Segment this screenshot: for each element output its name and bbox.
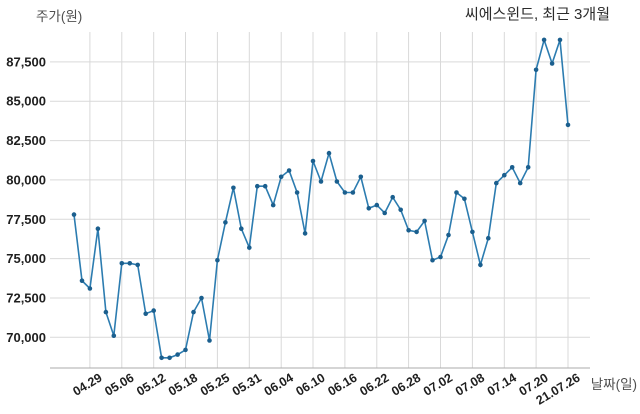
data-point [533, 67, 539, 73]
x-tick-label: 07.02 [421, 371, 455, 399]
x-tick-label: 07.14 [485, 371, 519, 399]
data-point [111, 333, 117, 339]
data-point [191, 309, 196, 315]
data-point [87, 286, 93, 291]
x-tick-label: 06.16 [325, 371, 359, 399]
y-tick-labels: 70,000 72,500 75,000 77,500 80,000 82,500 85,0… [6, 54, 46, 344]
y-tick-label: 75,000 [6, 251, 46, 266]
data-point [398, 207, 404, 213]
data-point [143, 311, 148, 317]
data-point [366, 206, 372, 211]
data-point [422, 218, 427, 224]
data-point [167, 355, 172, 361]
x-tick-label: 05.31 [230, 371, 264, 399]
data-point [557, 37, 563, 43]
data-point [382, 210, 388, 216]
data-point [565, 122, 571, 128]
y-tick-label: 80,000 [6, 172, 46, 187]
x-tick-label: 06.04 [262, 371, 296, 399]
y-tick-label: 87,500 [6, 54, 46, 69]
data-point [390, 194, 396, 200]
data-point [549, 61, 555, 66]
data-point [71, 212, 77, 217]
data-point [350, 190, 356, 195]
data-points [71, 37, 571, 361]
x-tick-label: 06.22 [357, 371, 391, 399]
price-line [73, 37, 569, 359]
x-axis-title: 날짜(일) [591, 377, 637, 392]
data-point [103, 309, 109, 315]
data-point [334, 179, 340, 184]
data-point [525, 165, 531, 170]
data-point [438, 254, 443, 260]
data-point [183, 347, 188, 353]
data-point [310, 158, 316, 164]
data-point [151, 308, 156, 313]
data-point [302, 231, 308, 236]
data-point [270, 202, 276, 208]
y-axis-title: 주가(원) [36, 9, 82, 24]
data-point [231, 185, 236, 191]
y-tick-label: 85,000 [6, 94, 46, 109]
data-point [286, 168, 292, 173]
data-point [278, 174, 284, 180]
chart-title: 씨에스윈드, 최근 3개월 [465, 6, 610, 23]
y-tick-label: 77,500 [6, 212, 46, 227]
data-point [207, 338, 212, 343]
x-tick-label: 05.25 [198, 371, 232, 399]
data-point [406, 228, 411, 233]
data-point [223, 220, 228, 225]
data-point [326, 150, 332, 156]
data-point [462, 196, 467, 202]
data-point [294, 190, 300, 195]
data-point [374, 202, 380, 208]
data-point [135, 262, 140, 268]
data-point [494, 180, 499, 186]
data-point [342, 190, 348, 195]
x-tick-labels: 04.2905.0605.1205.1805.2505.3106.0406.10… [70, 371, 582, 408]
data-point [199, 295, 204, 301]
y-tick-label: 72,500 [6, 291, 46, 306]
data-point [175, 352, 180, 357]
x-tick-label: 04.29 [70, 371, 104, 399]
data-point [215, 257, 220, 263]
data-point [127, 261, 133, 266]
data-point [254, 183, 260, 189]
x-tick-label: 05.06 [102, 371, 136, 399]
data-point [541, 37, 547, 43]
data-point [414, 229, 419, 235]
data-point [262, 183, 268, 189]
x-tick-label: 06.10 [294, 371, 328, 399]
data-point [318, 179, 324, 184]
data-point [358, 174, 364, 180]
y-tick-label: 70,000 [6, 330, 46, 345]
data-point [478, 262, 483, 268]
data-point [95, 226, 101, 231]
x-tick-label: 06.28 [389, 371, 423, 399]
data-point [454, 190, 459, 195]
data-point [486, 235, 491, 241]
data-point [446, 232, 451, 238]
data-point [247, 245, 252, 250]
data-point [239, 226, 244, 231]
data-point [79, 278, 85, 284]
data-point [159, 355, 164, 361]
x-tick-label: 07.08 [453, 371, 487, 399]
x-tick-label: 05.12 [134, 371, 168, 399]
y-tick-label: 82,500 [6, 133, 46, 148]
data-point [502, 172, 507, 178]
data-point [119, 261, 125, 266]
gridlines [50, 32, 590, 368]
data-point [517, 180, 523, 186]
data-point [470, 229, 475, 235]
data-point [430, 257, 435, 263]
data-point [509, 165, 515, 170]
x-tick-label: 05.18 [166, 371, 200, 399]
